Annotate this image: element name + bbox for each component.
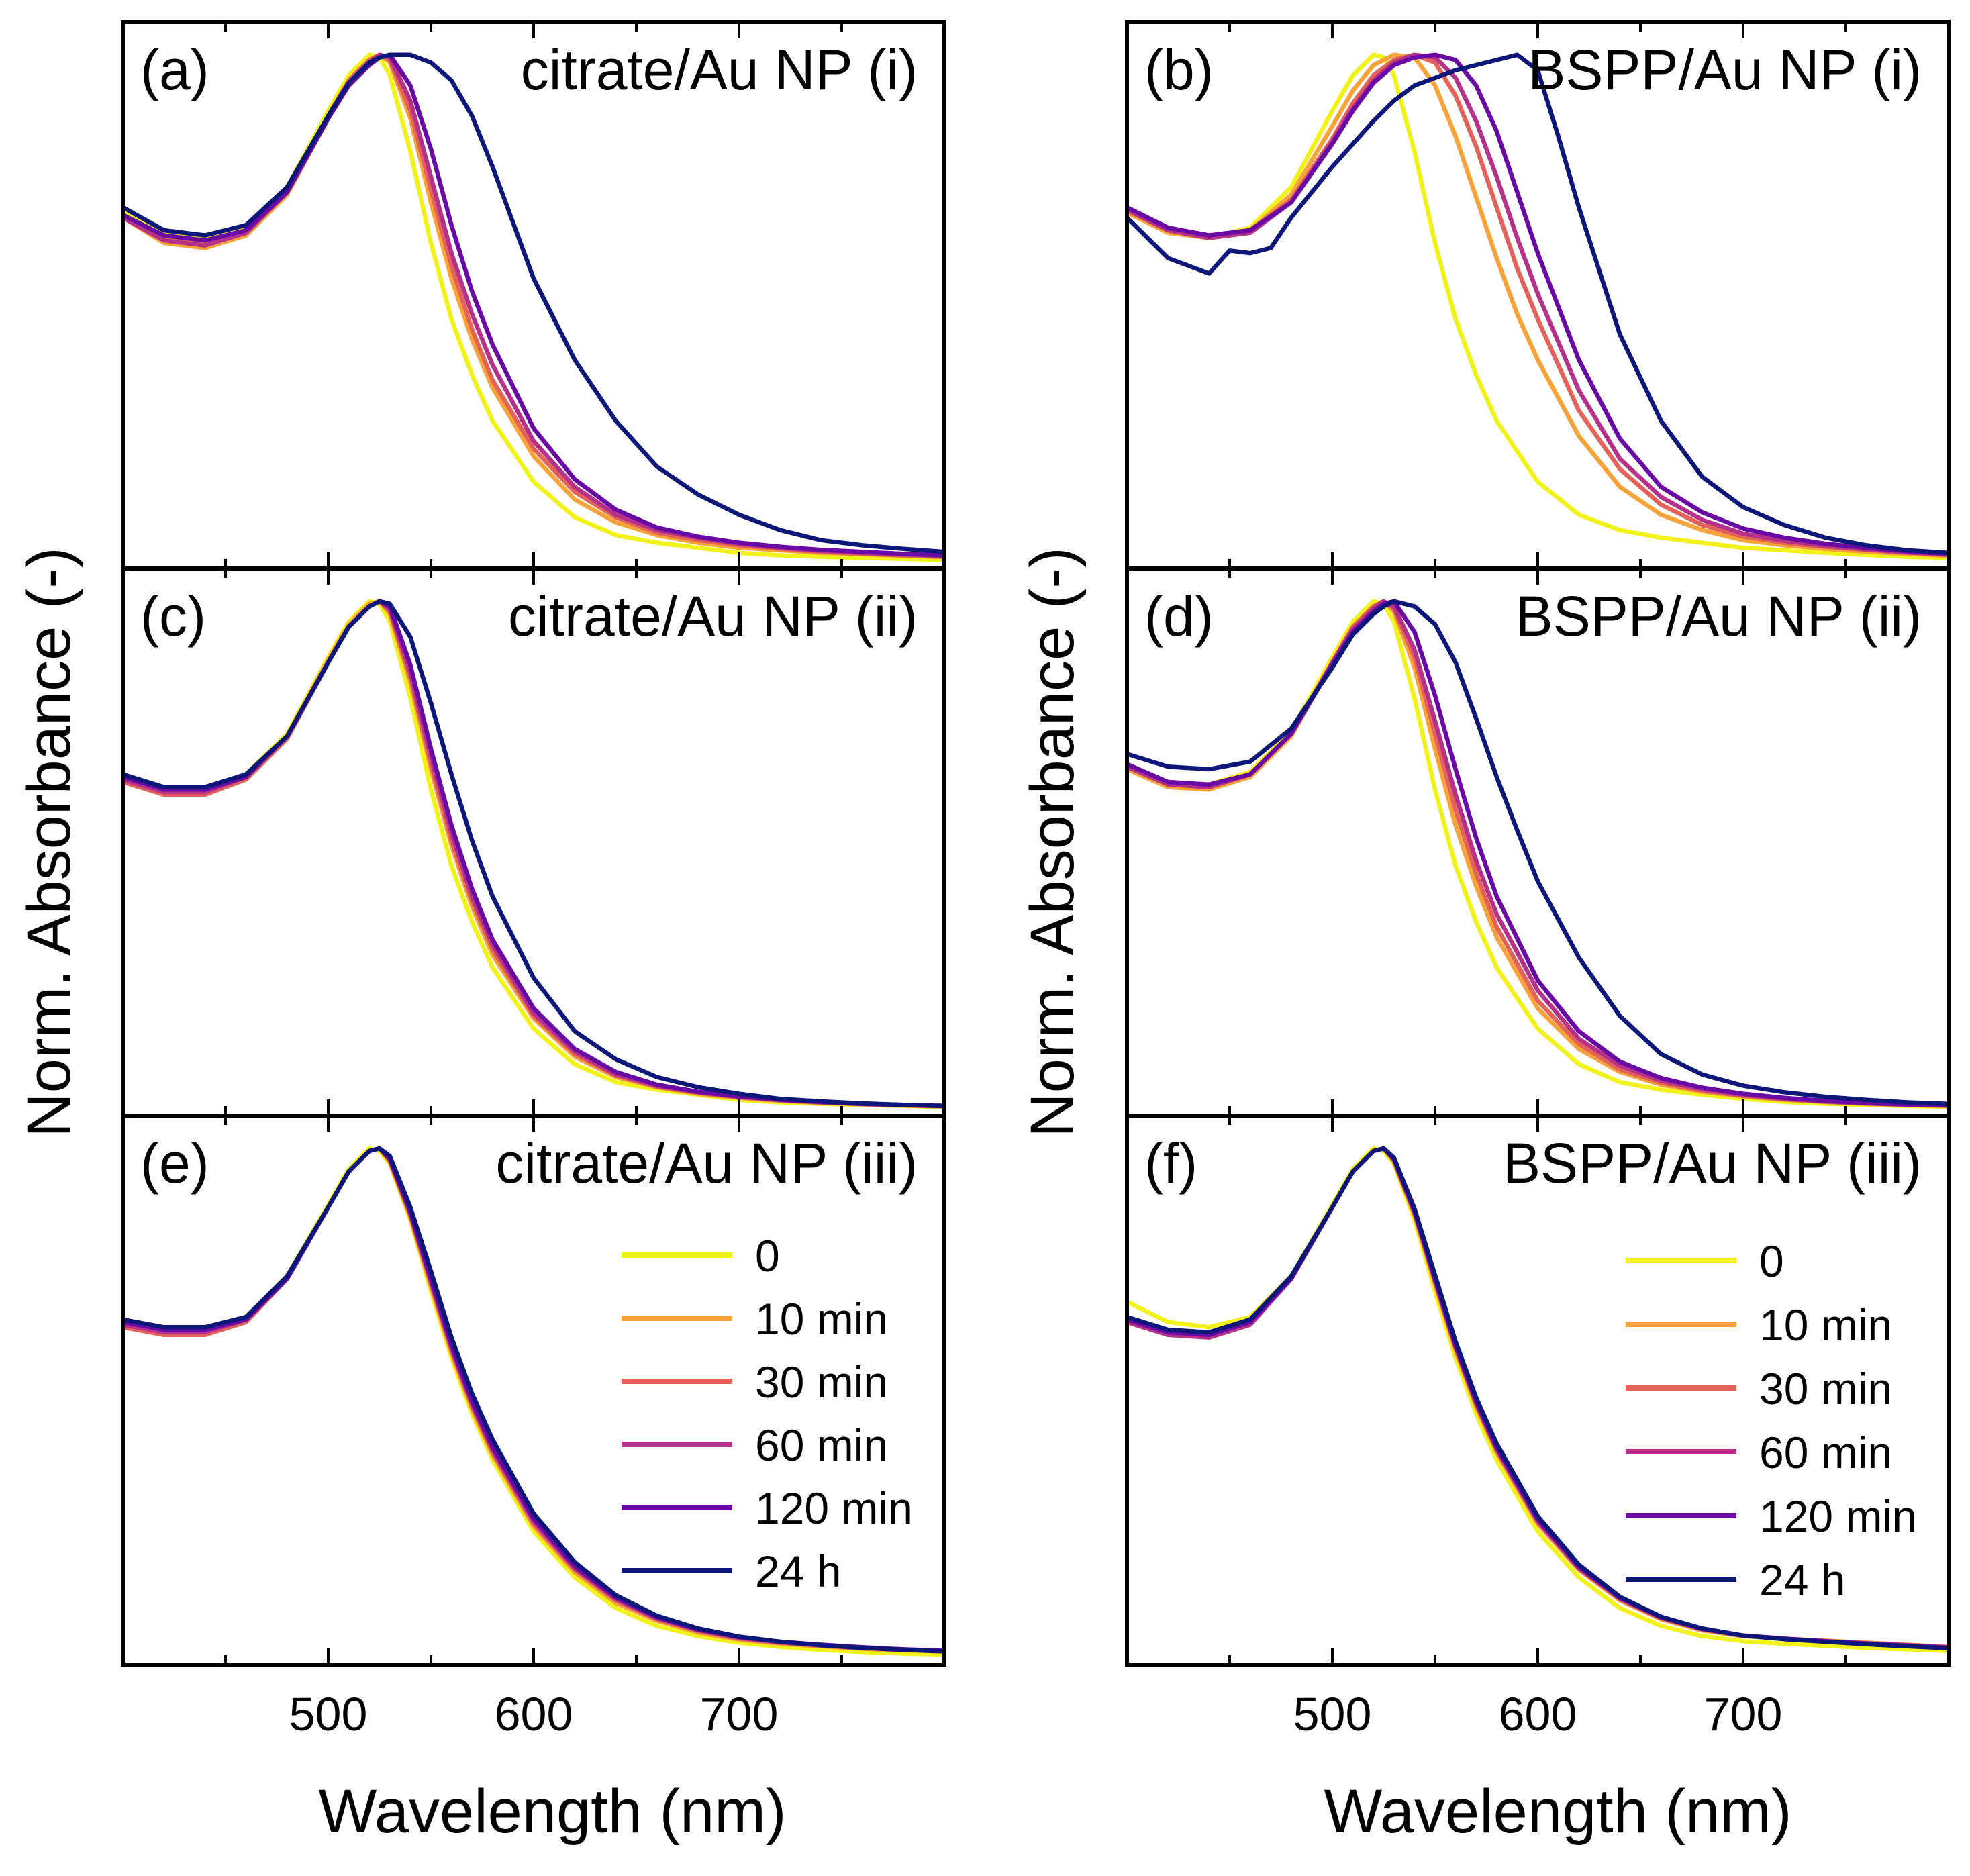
panel-a-series-24-h xyxy=(123,52,944,554)
panel-f-legend-label-24-h: 24 h xyxy=(1759,1555,1845,1605)
panel-b-title: BSPP/Au NP (i) xyxy=(1528,38,1922,101)
panel-f-title: BSPP/Au NP (iii) xyxy=(1503,1132,1922,1195)
panel-f-xtick-label-700: 700 xyxy=(1704,1688,1783,1740)
panel-e-curves xyxy=(123,1146,944,1657)
panel-e-legend-label-24-h: 24 h xyxy=(755,1546,841,1596)
panel-f-curves xyxy=(1127,1146,1949,1653)
panel-b: (b) BSPP/Au NP (i) xyxy=(1125,20,1951,571)
panel-f-legend-label-0: 0 xyxy=(1759,1236,1784,1286)
panel-e-legend-label-0: 0 xyxy=(755,1231,780,1281)
panel-e-legend-label-120-min: 120 min xyxy=(755,1483,913,1533)
panel-b-label: (b) xyxy=(1144,38,1214,101)
panel-f-legend-label-60-min: 60 min xyxy=(1759,1428,1892,1477)
y-axis-title-left: Norm. Absorbance (-) xyxy=(15,547,83,1137)
panel-c-series-24-h xyxy=(123,599,944,1109)
panel-b-series-10-min xyxy=(1127,52,1949,558)
panel-e-xtick-label-700: 700 xyxy=(700,1688,779,1740)
panel-a-title: citrate/Au NP (i) xyxy=(521,38,918,101)
panel-b-series-24-h xyxy=(1127,52,1949,555)
panel-c: (c) citrate/Au NP (ii) xyxy=(121,566,946,1118)
panel-d: (d) BSPP/Au NP (ii) xyxy=(1125,566,1951,1118)
panel-f-label: (f) xyxy=(1144,1132,1197,1195)
panel-e-series-24-h xyxy=(123,1146,944,1654)
panel-d-curves xyxy=(1127,599,1949,1109)
panel-e: 500 600 700 (e) citrate/Au NP (iii) 0 10 min 30… xyxy=(121,1114,946,1740)
panel-a-series-120-min xyxy=(123,52,944,558)
panel-c-curves xyxy=(123,599,944,1109)
panel-e-legend: 0 10 min 30 min 60 min 120 min 24 h xyxy=(622,1231,913,1596)
panel-f-legend: 0 10 min 30 min 60 min 120 min 24 h xyxy=(1626,1236,1917,1605)
panel-f-legend-label-120-min: 120 min xyxy=(1759,1491,1917,1541)
panel-d-label: (d) xyxy=(1144,585,1214,648)
panel-c-title: citrate/Au NP (ii) xyxy=(508,585,918,648)
panel-f-legend-label-10-min: 10 min xyxy=(1759,1300,1892,1350)
panel-e-legend-label-10-min: 10 min xyxy=(755,1294,888,1344)
panel-f-xtick-label-600: 600 xyxy=(1499,1688,1577,1740)
panel-c-label: (c) xyxy=(140,585,206,648)
panel-f-xtick-label-500: 500 xyxy=(1293,1688,1372,1740)
y-axis-title-right: Norm. Absorbance (-) xyxy=(1018,547,1087,1137)
panel-f: 500 600 700 (f) BSPP/Au NP (iii) 0 10 min 30 mi… xyxy=(1125,1114,1951,1740)
panel-b-series-0 xyxy=(1127,52,1949,560)
panel-d-series-24-h xyxy=(1127,599,1949,1107)
panel-b-curves xyxy=(1127,52,1949,560)
panel-e-label: (e) xyxy=(140,1132,209,1195)
x-axis-title-right: Wavelength (nm) xyxy=(1324,1777,1791,1846)
panel-f-series-24-h xyxy=(1127,1146,1949,1651)
panel-a-label: (a) xyxy=(140,38,209,101)
panel-e-title: citrate/Au NP (iii) xyxy=(495,1132,918,1195)
panel-b-series-120-min xyxy=(1127,52,1949,556)
panel-a-curves xyxy=(123,52,944,562)
panel-f-legend-label-30-min: 30 min xyxy=(1759,1364,1892,1414)
panel-d-title: BSPP/Au NP (ii) xyxy=(1516,585,1922,648)
panel-e-xtick-label-600: 600 xyxy=(495,1688,573,1740)
panel-e-xtick-label-500: 500 xyxy=(289,1688,368,1740)
panel-a: (a) citrate/Au NP (i) xyxy=(121,20,946,571)
x-axis-title-left: Wavelength (nm) xyxy=(318,1777,786,1846)
panel-e-legend-label-60-min: 60 min xyxy=(755,1420,888,1470)
panel-e-legend-label-30-min: 30 min xyxy=(755,1357,888,1407)
